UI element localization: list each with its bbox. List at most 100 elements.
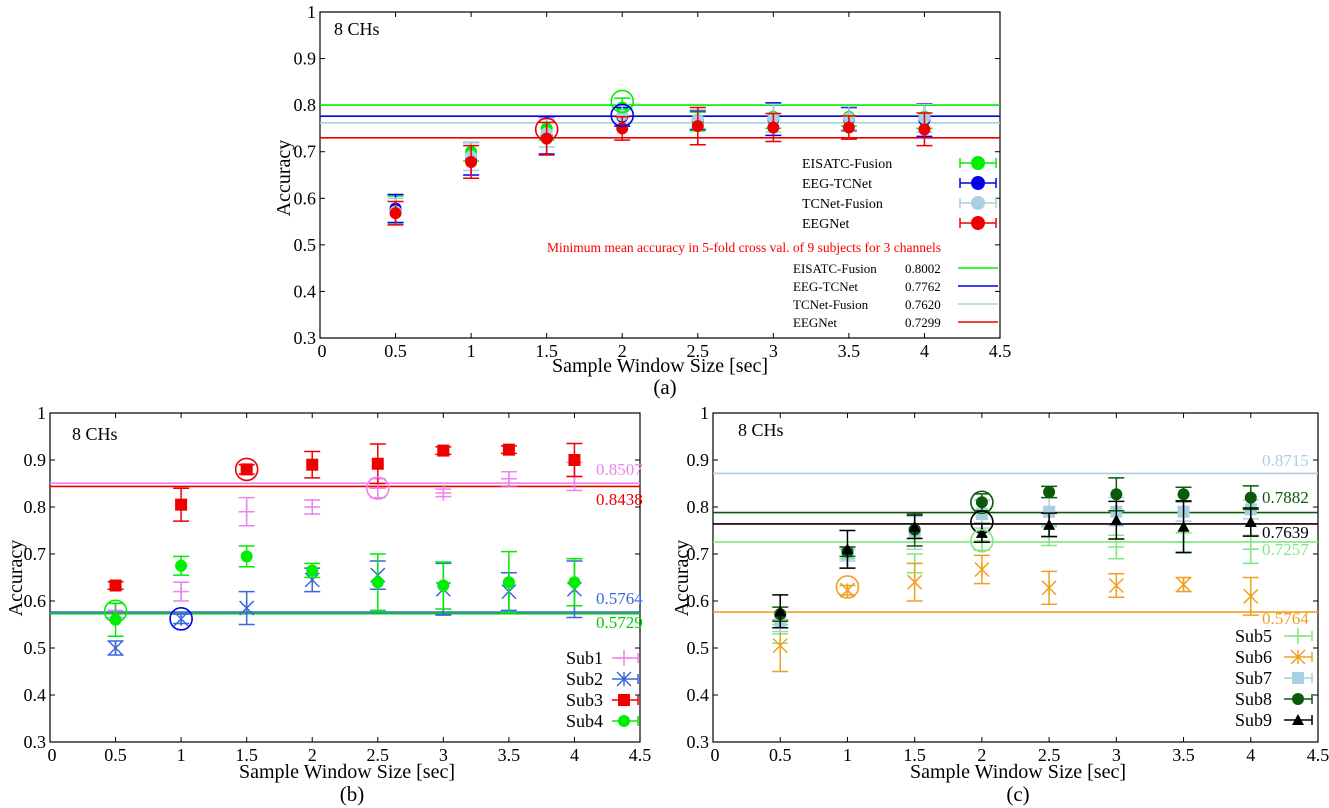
y-tick-label: 0.5 xyxy=(294,235,317,255)
highlight-circle xyxy=(970,490,994,515)
panel-b-ylabel: Accuracy xyxy=(5,540,27,617)
legend-c-label-sub9: Sub9 xyxy=(1235,710,1272,730)
legend-c-label-sub5: Sub5 xyxy=(1235,626,1272,646)
legend-a-marker xyxy=(971,156,985,170)
y-tick-label: 0.3 xyxy=(294,328,317,348)
ref-value-label-sub5: 0.7257 xyxy=(1262,540,1309,559)
y-tick-label: 0.6 xyxy=(294,188,317,208)
panel-c-caption: (c) xyxy=(1006,782,1029,806)
x-tick-label: 3.5 xyxy=(1172,745,1195,765)
y-tick-label: 0.9 xyxy=(294,49,317,69)
y-tick-label: 0.4 xyxy=(24,685,47,705)
series-sub9 xyxy=(772,500,1259,629)
panel-a-annotation: 8 CHs xyxy=(334,19,380,39)
x-tick-label: 3 xyxy=(769,341,778,361)
series-eegnet xyxy=(387,106,933,226)
x-tick-label: 3 xyxy=(1112,745,1121,765)
x-tick-label: 0 xyxy=(48,745,57,765)
data-point xyxy=(175,559,188,572)
highlight-circle xyxy=(365,476,390,501)
y-tick-label: 0.7 xyxy=(24,544,47,564)
y-tick-label: 0.9 xyxy=(24,450,47,470)
legend-c-label-sub6: Sub6 xyxy=(1235,647,1272,667)
data-point xyxy=(175,498,188,511)
y-tick-label: 0.7 xyxy=(687,544,710,564)
x-tick-label: 2.5 xyxy=(687,341,710,361)
x-tick-label: 4.5 xyxy=(989,341,1012,361)
legend-a-ref-name-eisatc-fusion: EISATC-Fusion xyxy=(793,261,877,276)
legend-a-ref-value: 0.7762 xyxy=(905,279,941,294)
x-tick-label: 3.5 xyxy=(838,341,861,361)
data-point xyxy=(841,543,854,555)
legend-a-marker xyxy=(971,196,985,210)
data-point xyxy=(435,484,452,501)
data-point xyxy=(1043,518,1056,530)
legend-a-ref-value: 0.7620 xyxy=(905,297,941,312)
x-tick-label: 4 xyxy=(1246,745,1255,765)
panel-a-xlabel: Sample Window Size [sec] xyxy=(552,355,768,377)
data-point xyxy=(108,640,124,656)
panel-c: 0 0.5 1 1.5 2 2.5 3 3.5 4 4.5 0.3 0.4 0.5 0.6 0.7 0.8 0.… xyxy=(671,403,1329,806)
data-point xyxy=(540,132,553,145)
x-tick-label: 2.5 xyxy=(1038,745,1061,765)
legend-a-series: EISATC-Fusion EEG-TCNet TCNet-Fusion EEGNet xyxy=(802,156,997,232)
legend-c-marker xyxy=(1290,649,1306,665)
legend-a-ref-name-tcnet-fusion: TCNet-Fusion xyxy=(793,297,869,312)
data-point xyxy=(500,470,517,487)
data-point xyxy=(437,579,450,592)
data-point xyxy=(304,499,321,515)
y-tick-label: 1 xyxy=(307,2,316,22)
y-tick-label: 0.4 xyxy=(294,281,317,301)
data-point xyxy=(1108,538,1125,555)
ref-value-label-sub6: 0.5764 xyxy=(1262,609,1309,628)
y-tick-label: 0.8 xyxy=(24,497,47,517)
panel-b-caption: (b) xyxy=(340,782,365,806)
x-tick-label: 4.5 xyxy=(629,745,652,765)
legend-a-label-tcnet-fusion: TCNet-Fusion xyxy=(802,197,883,212)
data-point xyxy=(240,550,253,563)
data-point xyxy=(767,121,780,134)
x-tick-label: 1 xyxy=(177,745,186,765)
x-tick-label: 0 xyxy=(318,341,327,361)
highlight-circle xyxy=(610,103,635,128)
series-sub6 xyxy=(772,554,1259,673)
data-point xyxy=(306,564,319,577)
data-point xyxy=(1177,488,1190,501)
highlight-circle xyxy=(169,607,193,631)
panel-b-plot: 0 0.5 1 1.5 2 2.5 3 3.5 4 4.5 0.3 0.4 0.5 0.6 0.7 0.8 0.… xyxy=(24,403,652,765)
data-point xyxy=(306,458,319,471)
panel-b-annotation: 8 CHs xyxy=(72,424,118,444)
x-tick-label: 4 xyxy=(920,341,929,361)
x-tick-label: 1.5 xyxy=(903,745,926,765)
legend-c-label-sub8: Sub8 xyxy=(1235,689,1272,709)
x-tick-label: 0.5 xyxy=(104,745,127,765)
legend-b-label-sub3: Sub3 xyxy=(566,690,603,710)
data-point xyxy=(974,561,990,578)
data-point xyxy=(109,579,122,592)
highlight-circle xyxy=(610,89,635,114)
data-point xyxy=(918,123,931,136)
highlight-circle xyxy=(970,510,994,534)
data-point xyxy=(839,582,855,598)
data-point xyxy=(239,600,255,616)
data-point xyxy=(907,574,923,590)
legend-b-label-sub2: Sub2 xyxy=(566,669,603,689)
data-point xyxy=(1244,491,1257,504)
x-tick-label: 2.5 xyxy=(367,745,390,765)
legend-a-marker xyxy=(971,216,985,230)
legend-b-marker xyxy=(618,715,630,727)
legend-c-marker xyxy=(1292,714,1304,725)
legend-b-label-sub1: Sub1 xyxy=(566,648,603,668)
x-tick-label: 1 xyxy=(467,341,476,361)
y-tick-label: 0.9 xyxy=(687,450,710,470)
data-point xyxy=(1108,577,1124,594)
x-tick-label: 1 xyxy=(843,745,852,765)
x-tick-label: 0 xyxy=(711,745,720,765)
data-point xyxy=(173,583,190,600)
data-point xyxy=(1242,541,1259,558)
y-tick-label: 0.8 xyxy=(294,95,317,115)
x-tick-label: 4.5 xyxy=(1307,745,1329,765)
ref-value-label-sub7: 0.8715 xyxy=(1262,451,1309,470)
legend-a-ref: EISATC-Fusion 0.8002 EEG-TCNet 0.7762 TCNet-… xyxy=(793,261,998,330)
